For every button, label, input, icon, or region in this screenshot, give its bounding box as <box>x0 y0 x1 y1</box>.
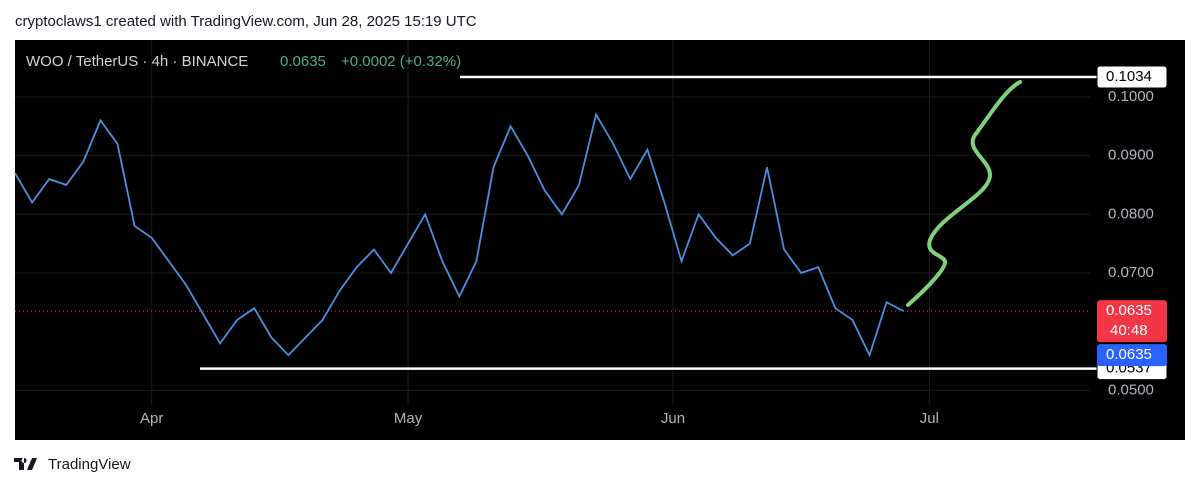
x-tick-label: Jun <box>661 410 685 427</box>
y-tick-label: 0.0800 <box>1108 205 1154 222</box>
x-tick-label: Jul <box>920 410 939 427</box>
x-tick-label: May <box>394 410 423 427</box>
last-price: 0.0635 <box>280 53 326 70</box>
change: +0.0002 (+0.32%) <box>341 53 461 70</box>
price-line <box>14 112 905 358</box>
x-tick-label: Apr <box>140 410 163 427</box>
price-label: 0.0635 <box>1106 302 1152 319</box>
chart-background <box>15 40 1185 440</box>
price-label-box <box>1097 300 1167 343</box>
logo <box>14 458 37 470</box>
level-label-box <box>1096 65 1168 89</box>
symbol: WOO / TetherUS · 4h · BINANCE <box>26 53 248 70</box>
y-tick-label: 0.1000 <box>1108 88 1154 105</box>
header: cryptoclaws1 created with TradingView.co… <box>15 13 477 30</box>
bid-label: 0.0635 <box>1106 346 1152 363</box>
y-tick-label: 0.0700 <box>1108 264 1154 281</box>
y-tick-label: 0.0500 <box>1108 381 1154 398</box>
level-label: 0.1034 <box>1106 68 1152 85</box>
bid-label-box <box>1097 344 1167 367</box>
projection-drawing <box>906 80 1022 307</box>
footer: TradingView <box>48 456 131 473</box>
y-tick-label: 0.0900 <box>1108 147 1154 164</box>
countdown: 40:48 <box>1110 322 1148 339</box>
